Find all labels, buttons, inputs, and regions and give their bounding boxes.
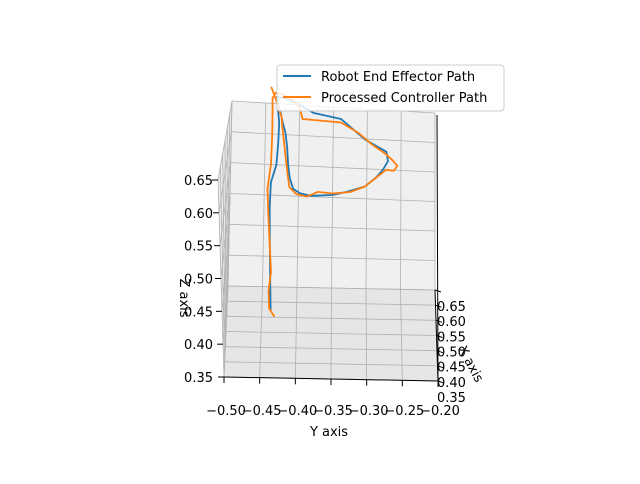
x-tick-mark-6 bbox=[434, 289, 442, 293]
x-tick-mark-1 bbox=[437, 365, 444, 369]
x-tick-label-0: 0.35 bbox=[437, 391, 466, 406]
z-tick-label-2: 0.45 bbox=[184, 305, 213, 320]
legend-label-robot: Robot End Effector Path bbox=[321, 70, 475, 85]
x-tick-mark-3 bbox=[436, 335, 443, 338]
z-tick-label-0: 0.35 bbox=[184, 371, 213, 386]
x-tick-mark-2 bbox=[436, 350, 444, 354]
y-tick-label-6: −0.50 bbox=[206, 404, 246, 419]
x-tick-label-1: 0.40 bbox=[437, 376, 466, 391]
z-tick-label-5: 0.60 bbox=[184, 207, 213, 222]
y-tick-label-5: −0.45 bbox=[242, 404, 282, 419]
x-tick-mark-4 bbox=[435, 319, 443, 323]
z-axis-label: Z axis bbox=[176, 278, 191, 317]
y-tick-label-2: −0.30 bbox=[349, 404, 389, 419]
grid-z-side-5 bbox=[218, 131, 232, 213]
z-tick-label-6: 0.65 bbox=[184, 174, 213, 189]
x-tick-label-3: 0.50 bbox=[437, 346, 466, 361]
z-axis-line bbox=[436, 114, 439, 382]
y-axis-label: Y axis bbox=[309, 425, 348, 440]
axis-panes bbox=[218, 101, 438, 381]
grid-y-floor-6 bbox=[223, 285, 229, 378]
x-tick-mark-5 bbox=[435, 304, 442, 308]
x-tick-label-2: 0.45 bbox=[437, 361, 466, 376]
z-tick-label-1: 0.40 bbox=[184, 338, 213, 353]
x-tick-label-5: 0.60 bbox=[437, 315, 466, 330]
y-tick-label-1: −0.25 bbox=[384, 404, 424, 419]
x-tick-mark-0 bbox=[437, 380, 445, 384]
grid-z-back-5 bbox=[231, 131, 436, 143]
y-tick-label-0: −0.20 bbox=[420, 404, 460, 419]
legend: Robot End Effector Path Processed Contro… bbox=[276, 64, 505, 112]
grid-x-side-6 bbox=[227, 100, 233, 287]
x-tick-label-6: 0.65 bbox=[437, 300, 466, 315]
legend-label-controller: Processed Controller Path bbox=[321, 91, 487, 106]
x-tick-label-4: 0.55 bbox=[437, 330, 466, 345]
legend-box bbox=[276, 64, 505, 112]
y-tick-label-3: −0.35 bbox=[313, 404, 353, 419]
grid-z-side-6 bbox=[217, 100, 233, 181]
grid-x-floor-6 bbox=[227, 285, 436, 291]
z-tick-label-3: 0.50 bbox=[184, 273, 213, 288]
y-tick-label-4: −0.40 bbox=[277, 404, 317, 419]
series-controller-path bbox=[266, 86, 399, 318]
grid-lines bbox=[217, 100, 439, 382]
z-tick-label-4: 0.55 bbox=[184, 240, 213, 255]
grid-x-floor-5 bbox=[227, 300, 436, 306]
tick-labels: −0.20−0.25−0.30−0.35−0.40−0.45−0.500.350… bbox=[184, 174, 466, 419]
series-lines bbox=[266, 86, 399, 318]
